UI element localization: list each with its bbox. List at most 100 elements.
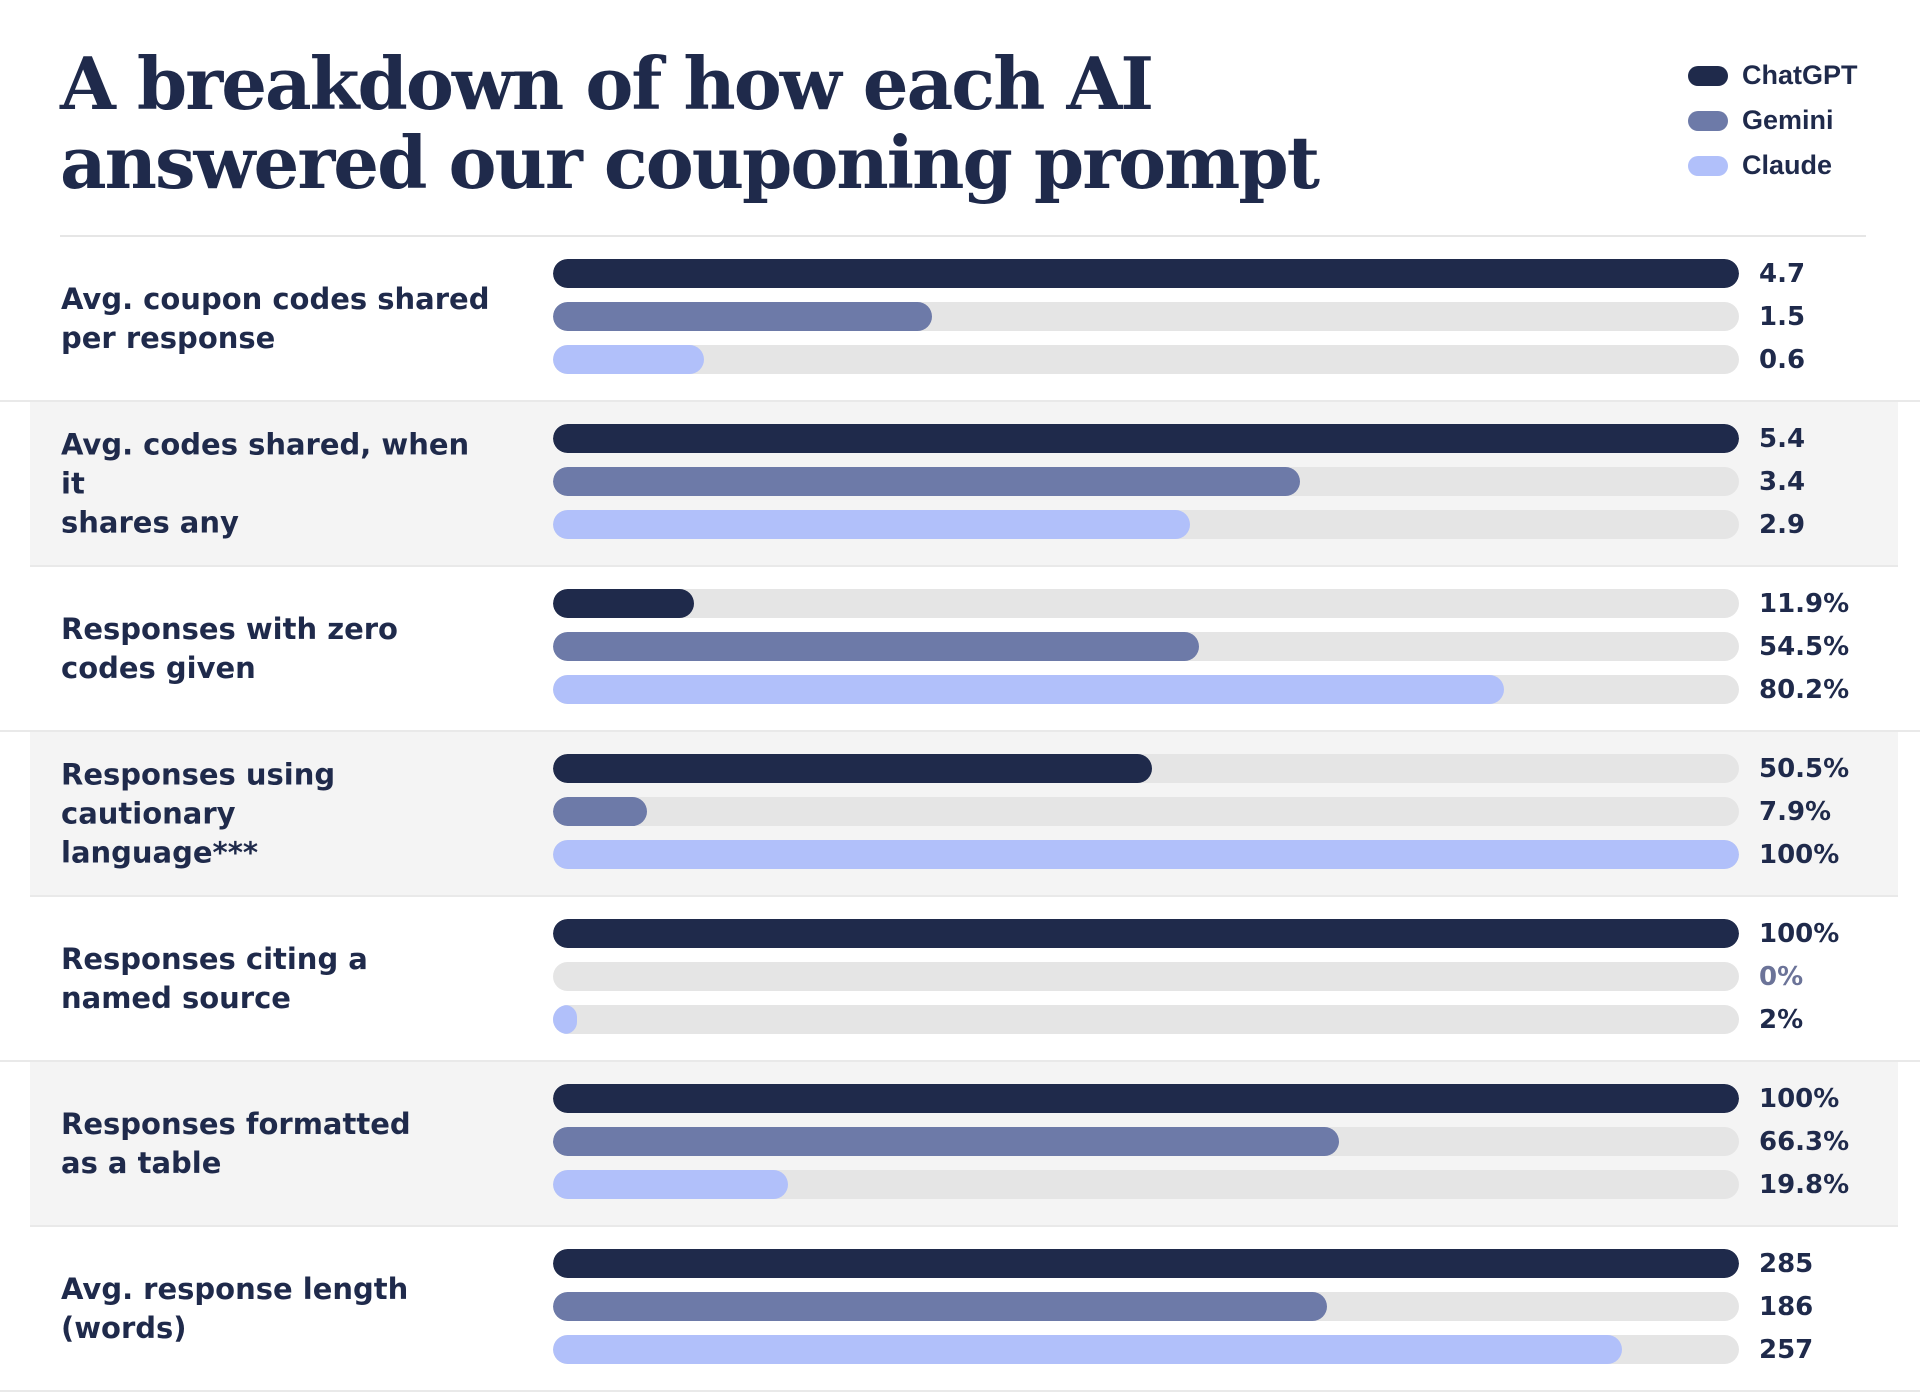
bar-gemini (553, 1292, 1328, 1321)
bar-line-claude: 257 (553, 1335, 1813, 1365)
metric-row: Responses with zero codes given 11.9% 54.5… (0, 567, 1920, 732)
legend-label-claude: Claude (1742, 150, 1833, 180)
bar-line-claude: 80.2% (553, 675, 1849, 705)
bar-line-gemini: 54.5% (553, 632, 1849, 662)
bar-value-claude: 19.8% (1759, 1169, 1850, 1200)
metric-row: Avg. codes shared, when it shares any 5.4… (30, 402, 1898, 567)
bar-line-gemini: 0% (553, 962, 1803, 992)
bar-value-claude: 2% (1759, 1004, 1804, 1035)
bar-value-gemini: 66.3% (1759, 1126, 1850, 1157)
top-divider (60, 235, 1866, 237)
metric-bars: 4.7 1.5 0.6 (553, 259, 1805, 379)
legend: ChatGPT Gemini Claude (1688, 53, 1858, 188)
bar-track (553, 1084, 1739, 1113)
bar-track (553, 675, 1739, 704)
bar-chatgpt (553, 1084, 1739, 1113)
bar-chatgpt (553, 919, 1739, 948)
bar-track (553, 1170, 1739, 1199)
metric-bars: 5.4 3.4 2.9 (553, 424, 1805, 544)
bar-line-chatgpt: 4.7 (553, 259, 1805, 289)
bar-track (553, 510, 1739, 539)
legend-item-claude: Claude (1688, 143, 1858, 188)
bar-gemini (553, 302, 932, 331)
bar-value-claude: 100% (1759, 839, 1840, 870)
bar-value-gemini: 54.5% (1759, 631, 1850, 662)
bar-value-chatgpt: 4.7 (1759, 258, 1806, 289)
bar-track (553, 632, 1739, 661)
metric-label: Responses citing a named source (61, 941, 368, 1015)
bar-line-chatgpt: 11.9% (553, 589, 1849, 619)
chart-title-line-2: answered our couponing prompt (60, 120, 1320, 205)
bar-gemini (553, 632, 1200, 661)
metric-bars: 285 186 257 (553, 1249, 1813, 1369)
bar-value-claude: 80.2% (1759, 674, 1850, 705)
bar-value-claude: 0.6 (1759, 344, 1806, 375)
bar-value-gemini: 186 (1759, 1291, 1814, 1322)
bar-line-gemini: 186 (553, 1292, 1813, 1322)
bar-track (553, 962, 1739, 991)
bar-gemini (553, 797, 647, 826)
bar-claude (553, 510, 1190, 539)
metric-bars: 100% 0% 2% (553, 919, 1839, 1039)
bar-claude (553, 1005, 577, 1034)
bar-track (553, 1335, 1739, 1364)
legend-label-chatgpt: ChatGPT (1742, 60, 1858, 90)
metric-row: Responses formatted as a table 100% 66.3% 1… (30, 1062, 1898, 1227)
metric-row: Avg. coupon codes shared per response 4.7… (0, 237, 1920, 402)
bar-line-chatgpt: 50.5% (553, 754, 1849, 784)
bar-track (553, 259, 1739, 288)
bar-claude (553, 675, 1505, 704)
metric-bars: 50.5% 7.9% 100% (553, 754, 1849, 874)
bar-line-claude: 2.9 (553, 510, 1805, 540)
bar-chatgpt (553, 754, 1152, 783)
legend-swatch-gemini (1688, 110, 1728, 131)
bar-value-claude: 2.9 (1759, 509, 1806, 540)
bar-line-chatgpt: 5.4 (553, 424, 1805, 454)
bar-chatgpt (553, 1249, 1739, 1278)
bar-gemini (553, 1127, 1340, 1156)
bar-track (553, 467, 1739, 496)
bar-claude (553, 1335, 1623, 1364)
metric-bars: 100% 66.3% 19.8% (553, 1084, 1849, 1204)
chart-title: A breakdown of how each AI answered our … (60, 44, 1360, 202)
chart-title-line-1: A breakdown of how each AI (60, 41, 1154, 126)
bar-line-gemini: 1.5 (553, 302, 1805, 332)
bar-track (553, 797, 1739, 826)
bar-line-gemini: 7.9% (553, 797, 1831, 827)
bar-claude (553, 345, 705, 374)
bar-line-claude: 0.6 (553, 345, 1805, 375)
metric-bars: 11.9% 54.5% 80.2% (553, 589, 1849, 709)
bar-line-claude: 19.8% (553, 1170, 1849, 1200)
bar-track (553, 919, 1739, 948)
legend-label-gemini: Gemini (1742, 105, 1834, 135)
bar-value-chatgpt: 5.4 (1759, 423, 1806, 454)
bar-value-chatgpt: 50.5% (1759, 753, 1850, 784)
metric-label: Avg. response length (words) (61, 1271, 409, 1345)
bar-line-chatgpt: 285 (553, 1249, 1813, 1279)
bar-line-gemini: 66.3% (553, 1127, 1849, 1157)
bar-value-chatgpt: 100% (1759, 918, 1840, 949)
bar-track (553, 302, 1739, 331)
metric-label: Responses using cautionary language*** (61, 757, 336, 869)
bar-value-chatgpt: 11.9% (1759, 588, 1850, 619)
bar-value-chatgpt: 285 (1759, 1248, 1814, 1279)
metric-row: Avg. response length (words) 285 186 257 (0, 1227, 1920, 1392)
bar-line-chatgpt: 100% (553, 919, 1839, 949)
bar-chatgpt (553, 589, 695, 618)
bar-claude (553, 840, 1739, 869)
bar-track (553, 1249, 1739, 1278)
bar-chatgpt (553, 259, 1739, 288)
bar-value-gemini: 1.5 (1759, 301, 1806, 332)
bar-track (553, 1127, 1739, 1156)
bar-chatgpt (553, 424, 1739, 453)
metric-label: Responses with zero codes given (61, 611, 398, 685)
bar-track (553, 345, 1739, 374)
metric-label: Avg. codes shared, when it shares any (61, 427, 470, 539)
bar-value-gemini: 7.9% (1759, 796, 1832, 827)
metric-row: Responses using cautionary language*** 50… (30, 732, 1898, 897)
bar-line-claude: 2% (553, 1005, 1803, 1035)
bar-value-gemini: 3.4 (1759, 466, 1806, 497)
bar-line-chatgpt: 100% (553, 1084, 1839, 1114)
bar-track (553, 840, 1739, 869)
